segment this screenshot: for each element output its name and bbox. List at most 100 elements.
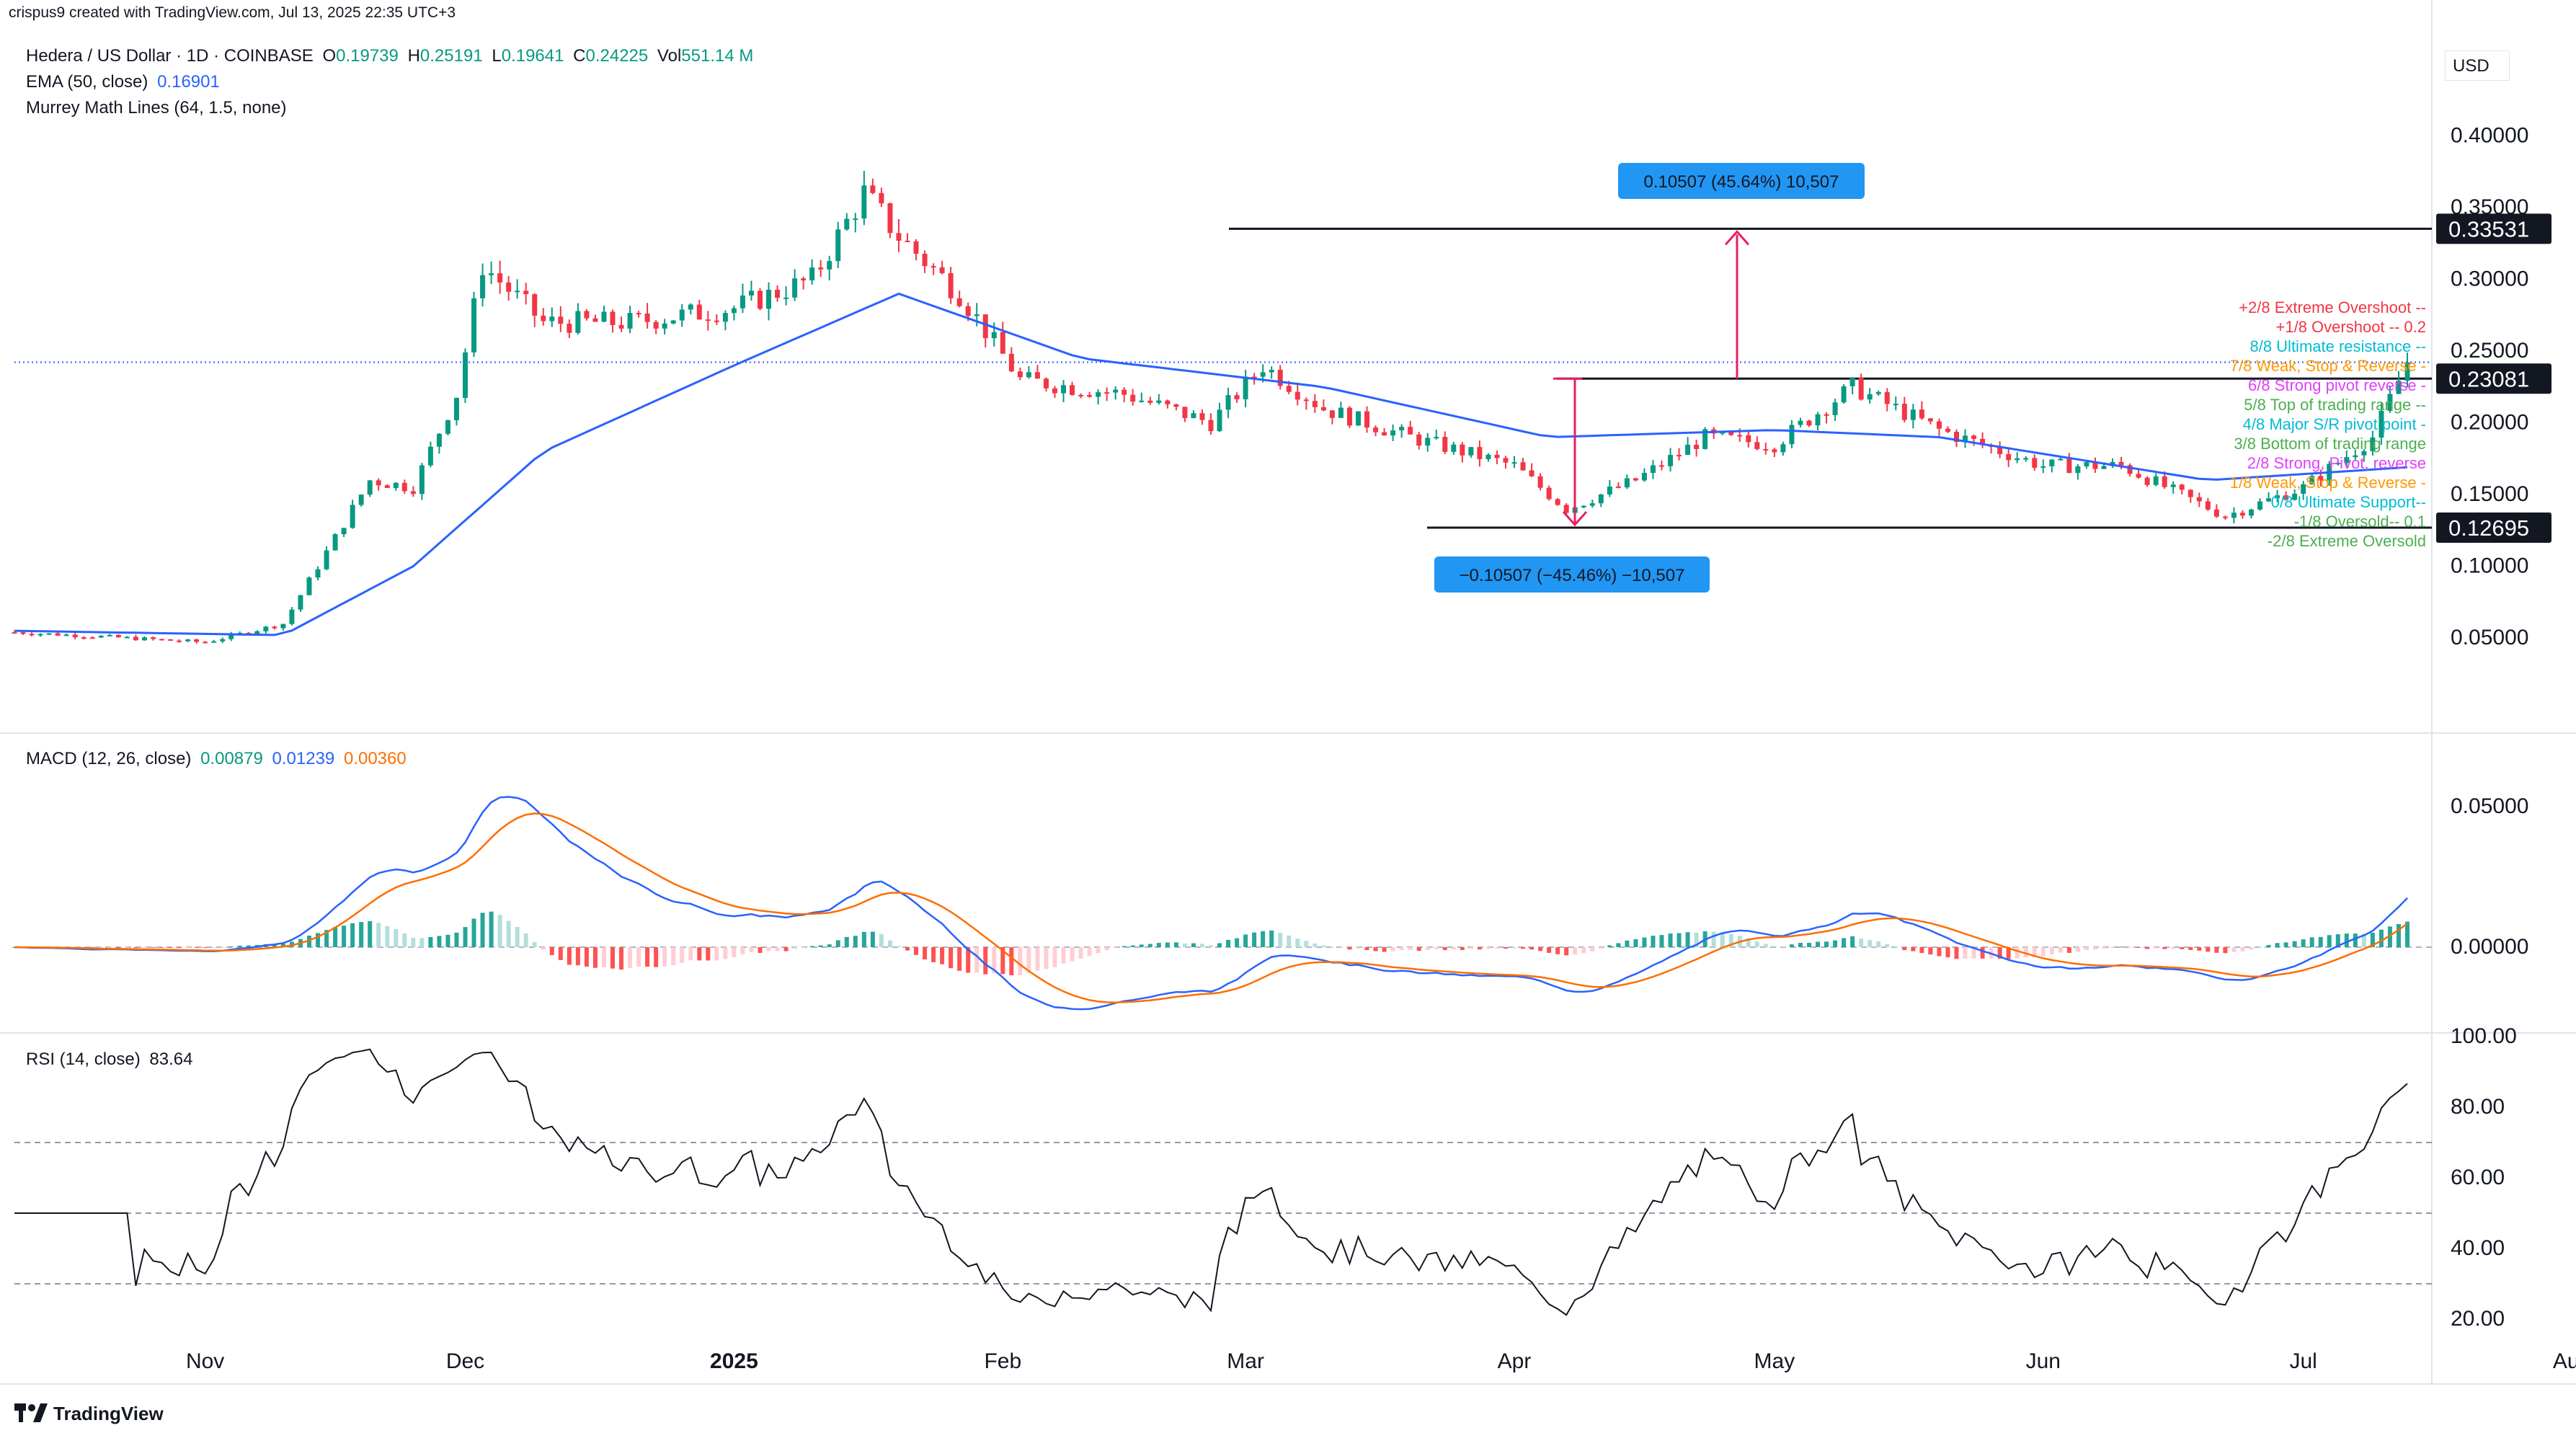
macd-histogram-bar <box>2240 947 2245 951</box>
macd-histogram-bar <box>1625 940 1630 947</box>
macd-histogram-bar <box>185 947 190 948</box>
macd-histogram-bar <box>1408 947 1413 950</box>
candle-body <box>2239 513 2245 516</box>
candle-body <box>1425 438 1431 446</box>
candle-body <box>1147 400 1153 403</box>
murrey-level-label: 3/8 Bottom of trading range <box>2234 435 2426 453</box>
candle-body <box>1927 418 1933 422</box>
macd-histogram-bar <box>766 947 771 951</box>
candle-body <box>1408 427 1413 435</box>
candle-body <box>896 233 902 241</box>
ema-path <box>14 292 2408 636</box>
measure-up-head <box>1724 230 1750 246</box>
macd-histogram-bar <box>628 947 633 968</box>
candle-body <box>2092 462 2098 469</box>
macd-legend[interactable]: MACD (12, 26, close) 0.00879 0.01239 0.0… <box>26 749 407 768</box>
candle-body <box>1511 462 1517 464</box>
candle-body <box>341 528 347 535</box>
candle-body <box>115 634 121 638</box>
macd-histogram-bar <box>1963 947 1968 959</box>
candle-body <box>1737 435 1743 437</box>
macd-histogram-bar <box>2353 933 2358 947</box>
candle-body <box>1763 448 1769 451</box>
macd-histogram-bar <box>194 947 199 948</box>
macd-histogram-bar <box>2084 947 2089 951</box>
macd-histogram-bar <box>2379 929 2384 947</box>
symbol-title[interactable]: Hedera / US Dollar · 1D · COINBASE <box>26 46 314 66</box>
macd-histogram-bar <box>706 947 711 961</box>
macd-histogram-bar <box>1607 945 1612 947</box>
macd-histogram-bar <box>740 947 745 955</box>
candle-body <box>1416 434 1422 446</box>
price-range-measure[interactable]: 0.10507 (45.64%) 10,507 −0.10507 (−45.46%… <box>1434 163 1865 593</box>
macd-histogram-bar <box>1044 947 1049 970</box>
ema-line <box>14 292 2408 636</box>
macd-histogram-bar <box>1633 939 1638 947</box>
macd-histogram-bar <box>402 933 407 947</box>
macd-histogram-bar <box>1390 947 1395 951</box>
candle-body <box>29 634 35 636</box>
candle-body <box>644 313 650 322</box>
candle-body <box>480 275 486 298</box>
time-tick-label: 2025 <box>710 1349 758 1373</box>
candle-body <box>1122 389 1127 395</box>
macd-histogram-bar <box>835 940 840 947</box>
macd-histogram-bar <box>1573 947 1578 955</box>
candle-body <box>89 637 95 639</box>
candle-body <box>1191 413 1196 418</box>
candle-body <box>1043 378 1049 389</box>
time-tick-label: Dec <box>446 1349 484 1373</box>
macd-histogram-bar <box>1122 946 1127 947</box>
macd-histogram-bar <box>1382 947 1387 952</box>
macd-histogram-bar <box>809 946 814 947</box>
candle-body <box>549 316 555 321</box>
macd-histogram-bar <box>1191 943 1196 947</box>
candle-body <box>1034 372 1040 379</box>
candle-body <box>1607 486 1612 494</box>
candle-body <box>1217 409 1222 432</box>
candle-body <box>2353 455 2358 458</box>
horizontal-levels[interactable] <box>14 227 2432 529</box>
macd-histogram-bar <box>428 936 433 947</box>
candle-body <box>618 324 624 329</box>
macd-histogram-bar <box>2223 947 2228 954</box>
candle-body <box>2231 513 2237 518</box>
tradingview-logo-icon <box>14 1403 48 1422</box>
macd-histogram-bar <box>697 947 702 961</box>
candle-body <box>1026 372 1031 378</box>
candle-body <box>1382 432 1387 436</box>
price-tick-label: 0.10000 <box>2451 554 2528 578</box>
candle-body <box>2257 501 2263 510</box>
macd-histogram-bar <box>368 920 373 947</box>
candle-body <box>2006 454 2012 461</box>
time-axis[interactable]: Nov Dec 2025 Feb Mar Apr May Jun Jul Aug <box>186 1349 2576 1373</box>
candle-body <box>1789 425 1795 445</box>
candle-body <box>1598 494 1604 504</box>
candle-body <box>1208 420 1214 432</box>
macd-histogram-bar <box>567 947 572 965</box>
macd-histogram-bar <box>1824 941 1829 947</box>
rsi-legend[interactable]: RSI (14, close) 83.64 <box>26 1050 193 1069</box>
ema-legend[interactable]: EMA (50, close) 0.16901 <box>26 72 220 92</box>
price-axis[interactable]: 0.400000.350000.300000.250000.200000.150… <box>2436 124 2551 650</box>
candle-body <box>2318 476 2324 481</box>
ohlc-high: H0.25191 <box>407 46 483 66</box>
macd-histogram-bar <box>133 947 138 949</box>
murrey-legend[interactable]: Murrey Math Lines (64, 1.5, none) <box>26 98 287 117</box>
macd-histogram-bar <box>1954 947 1959 959</box>
candle-body <box>1529 470 1535 476</box>
currency-selector[interactable]: USD <box>2445 50 2510 81</box>
macd-histogram-bar <box>992 947 997 974</box>
macd-histogram-bar <box>1199 944 1204 947</box>
price-level-badge <box>2436 213 2551 244</box>
candle-body <box>1355 411 1361 426</box>
macd-histogram-bar <box>168 947 173 948</box>
candle-body <box>2162 476 2167 487</box>
macd-histogram-bar <box>1096 947 1101 954</box>
candle-body <box>1824 414 1829 416</box>
murrey-level-label: 0/8 Ultimate Support-- <box>2271 493 2426 511</box>
macd-histogram-bar <box>1512 947 1517 949</box>
macd-histogram-bar <box>1104 947 1109 951</box>
candle-body <box>627 313 633 329</box>
